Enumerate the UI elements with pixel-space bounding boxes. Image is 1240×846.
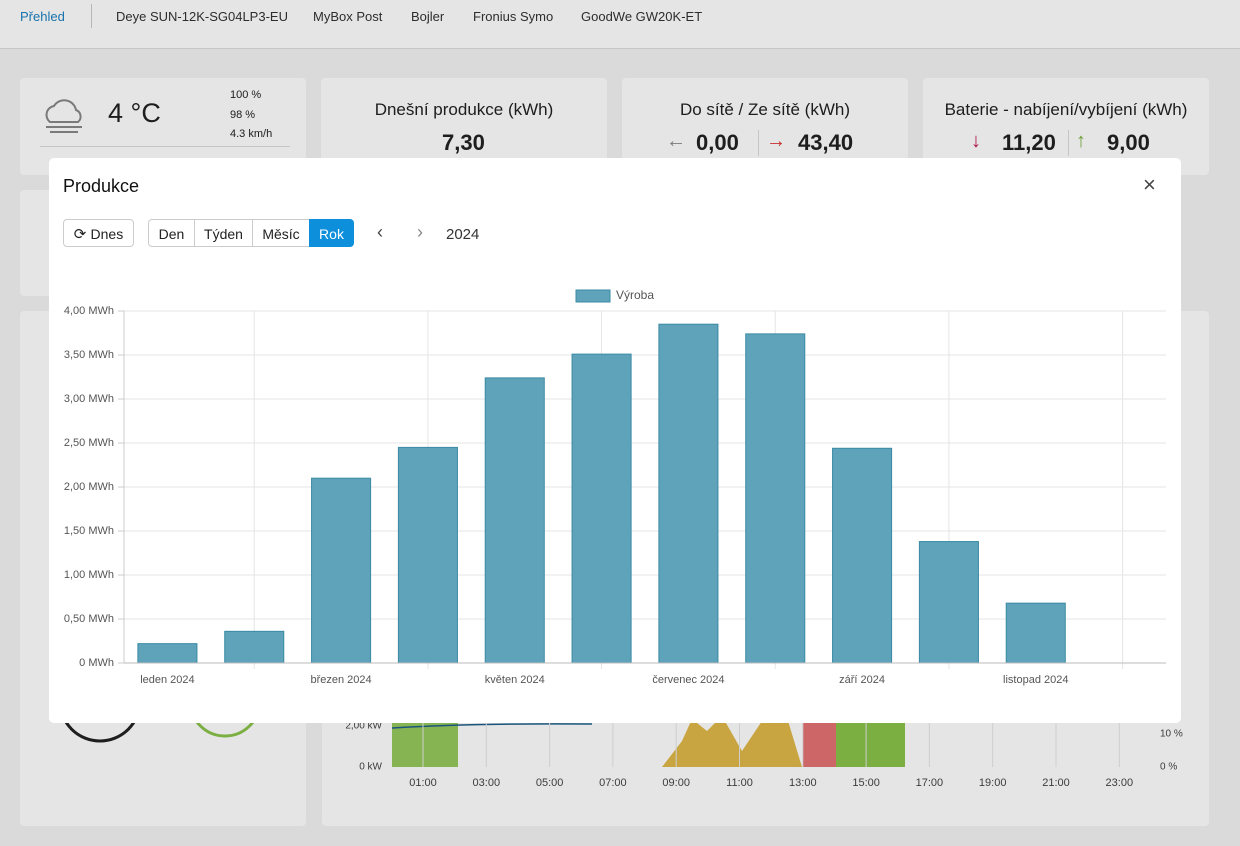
y-tick-label: 3,00 MWh <box>64 393 114 405</box>
clouds: 98 % <box>230 109 256 121</box>
y-tick-label: 4,00 MWh <box>64 305 114 317</box>
x-tick-label: 23:00 <box>1106 777 1134 789</box>
period-button[interactable]: Týden <box>194 219 253 247</box>
nav-item[interactable]: Fronius Symo <box>473 9 554 24</box>
y-tick-label: 1,50 MWh <box>64 525 114 537</box>
y-tick-label: 0,50 MWh <box>64 613 114 625</box>
legend-swatch <box>575 289 611 303</box>
bar <box>484 377 545 664</box>
x-tick-label: 09:00 <box>662 777 690 789</box>
chart: 0 MWh 0,50 MWh 1,00 MWh 1,50 MWh 2,00 MWh 2,5… <box>64 288 1166 686</box>
modal-title: Produkce <box>63 176 140 196</box>
year-label: 2024 <box>446 226 480 243</box>
arrow-icon: ↓ <box>971 130 981 152</box>
x-tick-label: červenec 2024 <box>652 674 724 686</box>
arrow-icon: → <box>766 130 786 152</box>
bar <box>918 541 979 664</box>
period-button[interactable]: Den <box>148 219 195 247</box>
x-tick-label: 15:00 <box>852 777 880 789</box>
y-tick-label: 1,00 MWh <box>64 569 114 581</box>
x-tick-label: 05:00 <box>536 777 564 789</box>
y-tick-label: 3,50 MWh <box>64 349 114 361</box>
x-tick-label: 01:00 <box>409 777 437 789</box>
bar <box>571 353 632 664</box>
card-title: Do sítě / Ze sítě (kWh) <box>679 100 851 119</box>
prev-button[interactable]: ‹ <box>377 222 383 242</box>
x-tick-label: 13:00 <box>789 777 817 789</box>
temperature: 4 °C <box>108 98 161 128</box>
card-title: Baterie - nabíjení/vybíjení (kWh) <box>944 100 1188 119</box>
card-value: 9,00 <box>1107 130 1150 155</box>
legend-label: Výroba <box>616 288 654 302</box>
wind: 4.3 km/h <box>230 128 273 140</box>
nav-item[interactable]: Přehled <box>20 9 65 24</box>
y-tick-label: 0 kW <box>359 762 382 773</box>
y-tick-label: 2,00 kW <box>345 721 382 732</box>
x-tick-label: 07:00 <box>599 777 627 789</box>
x-tick-label: březen 2024 <box>310 674 371 686</box>
divider <box>40 146 290 147</box>
nav-item[interactable]: Deye SUN-12K-SG04LP3-EU <box>116 9 288 24</box>
cloud-icon <box>45 99 82 133</box>
bar <box>1005 602 1066 664</box>
nav-divider <box>91 4 92 28</box>
x-tick-label: leden 2024 <box>140 674 194 686</box>
x-tick-label: září 2024 <box>839 674 885 686</box>
x-tick-label: 03:00 <box>473 777 501 789</box>
period-button[interactable]: Rok <box>309 219 354 247</box>
bar <box>397 446 458 664</box>
bar <box>832 447 893 664</box>
nav-item[interactable]: GoodWe GW20K-ET <box>581 9 703 24</box>
bar <box>224 630 285 664</box>
card-value: 11,20 <box>1002 130 1056 155</box>
y-tick-label: 2,00 MWh <box>64 481 114 493</box>
button-label: Dnes <box>90 226 124 242</box>
nav-item[interactable]: Bojler <box>411 9 445 24</box>
x-tick-label: 11:00 <box>726 777 753 789</box>
x-tick-label: listopad 2024 <box>1003 674 1068 686</box>
divider <box>758 130 759 156</box>
divider <box>1068 130 1069 156</box>
rain: 100 % <box>230 89 262 101</box>
today-button[interactable]: ⟳ Dnes <box>63 219 134 247</box>
arrow-icon: ↑ <box>1076 130 1086 152</box>
nav-item[interactable]: MyBox Post <box>313 9 383 24</box>
x-tick-label: 21:00 <box>1042 777 1070 789</box>
y-tick-label: 2,50 MWh <box>64 437 114 449</box>
next-button[interactable]: › <box>417 222 423 242</box>
arrow-icon: ← <box>666 130 686 152</box>
bar <box>658 323 719 664</box>
x-tick-label: 17:00 <box>916 777 944 789</box>
x-tick-label: květen 2024 <box>485 674 545 686</box>
x-tick-label: 19:00 <box>979 777 1007 789</box>
nav-bar: Přehled Deye SUN-12K-SG04LP3-EU MyBox Po… <box>0 0 1240 49</box>
card-value: 0,00 <box>696 130 739 155</box>
y2-tick-label: 10 % <box>1160 729 1183 740</box>
y-tick-label: 0 MWh <box>79 657 114 669</box>
y2-tick-label: 0 % <box>1160 762 1177 773</box>
bar <box>137 643 198 664</box>
period-button[interactable]: Měsíc <box>252 219 310 247</box>
card-title: Dnešní produkce (kWh) <box>374 100 554 119</box>
card-value: 7,30 <box>442 130 485 155</box>
bar <box>311 477 372 664</box>
modal: Produkce × ⟳ Dnes Den Týden Měsíc Rok ‹ … <box>49 158 1181 723</box>
bar <box>745 333 806 664</box>
close-button[interactable]: × <box>1143 172 1156 197</box>
card-value: 43,40 <box>798 130 854 155</box>
